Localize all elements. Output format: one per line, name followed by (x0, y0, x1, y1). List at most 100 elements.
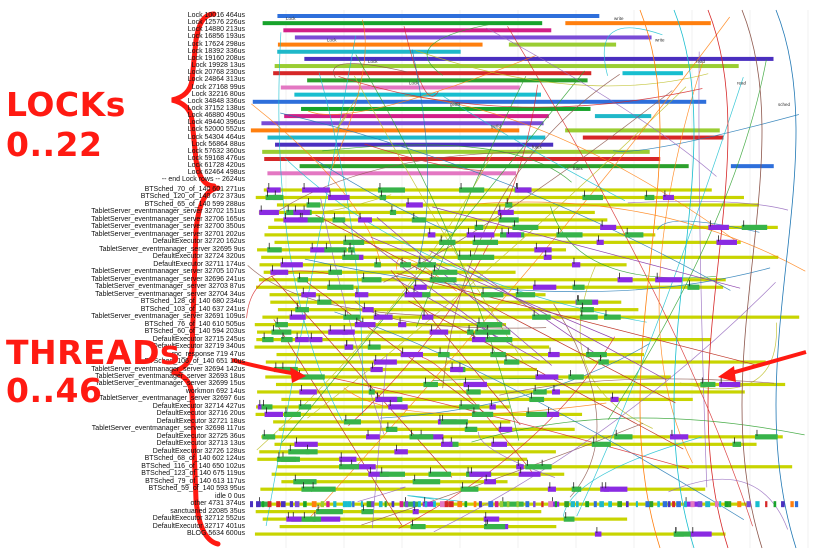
lock-bar (261, 121, 544, 126)
cpu-block (305, 449, 318, 455)
cpu-block (535, 374, 559, 380)
thread-bar (259, 263, 627, 267)
wakeup-arc (320, 197, 385, 435)
thread-bar (254, 532, 726, 536)
cpu-block (404, 292, 423, 298)
wakeup-arc (673, 9, 695, 549)
row-label: -- end Lock rows -- 2624us (161, 176, 245, 184)
wakeup-arc (284, 157, 647, 323)
wakeup-arc (679, 322, 777, 390)
cpu-block (700, 381, 716, 388)
wakeup-arc (338, 76, 703, 108)
lock-bar (299, 164, 689, 169)
lock-bar (304, 56, 774, 61)
cpu-block (267, 247, 282, 253)
strip-block (728, 501, 732, 508)
strip-block (773, 501, 777, 508)
row-label: TabletServer_eventmanager_server 32702 1… (91, 208, 245, 216)
thread-bar (278, 427, 575, 431)
cpu-block (339, 464, 360, 470)
lock-bar (273, 71, 592, 76)
cpu-block (332, 217, 346, 223)
cpu-block (540, 464, 552, 470)
cpu-marks: Lock Lock Lock Lock getfd getfd futex futex writ… (250, 16, 799, 537)
cpu-block (411, 217, 427, 223)
thread-bar (271, 472, 565, 476)
strip-block (599, 501, 604, 508)
wakeup-arc (741, 9, 763, 549)
cpu-block (576, 299, 593, 305)
cpu-block (262, 337, 274, 343)
row-label: Lock 32216 80us (191, 90, 245, 98)
strip-block (360, 501, 363, 508)
strip-block (499, 501, 504, 508)
wakeup-arc (441, 95, 626, 202)
wakeup-arc (627, 200, 789, 211)
cpu-block (471, 411, 494, 417)
strip-block (449, 501, 454, 508)
cpu-block (732, 441, 742, 447)
cpu-block (324, 247, 347, 253)
row-label: TabletServer_eventmanager_server 32700 3… (91, 223, 245, 231)
cpu-block (459, 404, 480, 410)
thread-bar (254, 345, 550, 349)
row-label: BTSched_106_of_140 651 10us (144, 358, 245, 366)
cpu-block (582, 194, 603, 201)
wakeup-arc (407, 495, 464, 503)
cpu-block (295, 337, 309, 343)
cpu-block (572, 284, 585, 290)
wakeup-arc (334, 93, 360, 133)
cpu-block (471, 337, 490, 343)
thread-bar (257, 248, 567, 252)
row-label: Lock 17624 298us (187, 40, 245, 48)
cpu-block (466, 389, 481, 395)
cpu-block (257, 404, 265, 410)
row-label: Lock 34848 336us (187, 97, 245, 105)
wakeup-arc (507, 26, 753, 527)
cpu-block (548, 351, 560, 358)
cpu-block (358, 217, 372, 223)
cpu-block (690, 531, 712, 537)
wakeup-arc (357, 486, 406, 503)
cpu-block (300, 217, 308, 223)
cpu-block (440, 419, 468, 425)
cpu-block (546, 411, 560, 417)
cpu-block (439, 239, 456, 245)
wakeup-arc (426, 22, 497, 76)
row-label: Lock 19160 208us (187, 54, 245, 62)
cpu-block (662, 194, 674, 201)
cpu-block (367, 344, 381, 350)
row-label: TabletServer_eventmanager_server 32694 1… (91, 365, 245, 373)
strip-block (657, 501, 660, 508)
strip-block (649, 501, 654, 508)
row-label: Lock 54304 464us (187, 133, 245, 141)
wakeup-arc (304, 258, 771, 293)
wakeup-arc (403, 26, 439, 97)
thread-bar (256, 285, 724, 289)
cpu-block (460, 486, 479, 492)
lock-bar (294, 35, 652, 40)
cpu-block (354, 322, 376, 328)
row-label: Lock 37152 138us (187, 104, 245, 112)
row-label: DefaultExecutor 32719 340us (152, 343, 245, 351)
cpu-block (306, 202, 321, 208)
lock-bar (252, 99, 707, 104)
cpu-block (459, 187, 485, 193)
strip-block (391, 501, 395, 508)
cpu-block (596, 239, 604, 245)
strip-block (676, 501, 681, 508)
cpu-block (422, 314, 434, 320)
cpu-block (400, 262, 411, 268)
row-label: BTSched_70_of_140 601 271us (144, 186, 245, 193)
strip-block (412, 501, 416, 508)
strip-block (724, 501, 729, 508)
thread-bar (264, 233, 656, 237)
cpu-block (409, 434, 434, 440)
cpu-block (316, 509, 343, 515)
cpu-block (491, 441, 508, 447)
strip-block (352, 501, 355, 508)
strip-block (684, 501, 687, 508)
cpu-block (370, 366, 383, 373)
cpu-block (270, 269, 289, 275)
